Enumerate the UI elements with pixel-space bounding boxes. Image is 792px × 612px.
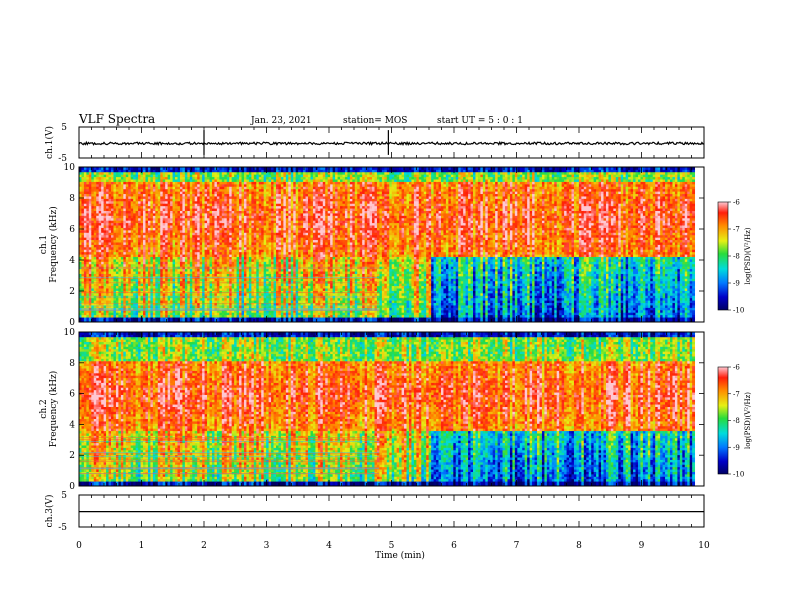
x-tick-label: 8	[576, 541, 582, 551]
ch1-waveform-panel: ch.1(V) 5 -5	[44, 123, 705, 164]
colorbar-tick-label: -6	[733, 199, 740, 207]
channel-label: ch.1(V)	[44, 126, 55, 159]
y-tick-label: 2	[69, 287, 75, 297]
y-tick-label: 2	[69, 451, 75, 461]
y-tick-label: 5	[61, 491, 67, 501]
y-tick-label: -5	[58, 154, 67, 164]
spectrogram-image	[79, 167, 696, 323]
colorbar-scale	[717, 366, 729, 475]
y-tick-label: 0	[69, 482, 75, 492]
colorbar-tick-label: -8	[733, 417, 740, 425]
ch3-waveform-panel: ch.3(V) 5 -5	[44, 491, 705, 533]
x-tick-label: 4	[326, 541, 332, 551]
colorbar-tick-label: -9	[733, 280, 740, 288]
colorbar-label: log(PSD)(V²/Hz)	[744, 392, 752, 449]
y-tick-label: 8	[69, 194, 75, 204]
x-tick-label: 3	[264, 541, 270, 551]
channel-label: ch.1	[39, 235, 49, 254]
station-label: station= MOS	[343, 116, 407, 126]
x-tick-label: 1	[139, 541, 145, 551]
frequency-axis-label: Frequency (kHz)	[48, 371, 59, 448]
colorbar-tick-label: -7	[733, 390, 740, 398]
colorbar-scale	[717, 201, 729, 311]
ch1-colorbar: -6 -7 -8 -9 -10 log(PSD)(V²/Hz)	[717, 199, 752, 315]
frequency-axis-label: Frequency (kHz)	[48, 206, 59, 283]
y-tick-label: 0	[69, 318, 75, 328]
colorbar-tick-label: -8	[733, 253, 740, 261]
channel-label: ch.3(V)	[44, 495, 55, 528]
ch2-colorbar: -6 -7 -8 -9 -10 log(PSD)(V²/Hz)	[717, 364, 752, 479]
date-label: Jan. 23, 2021	[250, 116, 312, 126]
x-tick-label: 9	[639, 541, 645, 551]
colorbar-tick-label: -10	[733, 471, 744, 479]
waveform-trace	[78, 140, 705, 146]
x-tick-label: 2	[201, 541, 207, 551]
start-time-label: start UT = 5 : 0 : 1	[437, 116, 523, 126]
x-tick-label: 5	[389, 541, 395, 551]
time-axis: 0 1 2 3 4 5 6 7 8 9 10	[76, 541, 710, 551]
y-tick-label: 6	[69, 390, 75, 400]
x-tick-label: 0	[76, 541, 82, 551]
ch1-spectrogram-panel: ch.1 Frequency (kHz) 0 2 4 6 8 10	[39, 163, 705, 328]
y-tick-label: 4	[69, 256, 75, 266]
figure-title: VLF Spectra	[78, 112, 155, 126]
x-tick-label: 10	[698, 541, 710, 551]
colorbar-tick-label: -7	[733, 226, 740, 234]
y-tick-label: 10	[64, 163, 76, 173]
spectrogram-image	[79, 332, 696, 487]
channel-label: ch.2	[39, 399, 49, 418]
y-tick-label: 4	[69, 420, 75, 430]
y-tick-label: 5	[61, 123, 67, 133]
y-tick-label: 6	[69, 225, 75, 235]
colorbar-tick-label: -6	[733, 364, 740, 372]
ch2-spectrogram-panel: ch.2 Frequency (kHz) 0 2 4 6 8 10	[39, 328, 705, 492]
colorbar-tick-label: -9	[733, 444, 740, 452]
colorbar-label: log(PSD)(V²/Hz)	[744, 227, 752, 284]
y-tick-label: 10	[64, 328, 76, 338]
x-tick-label: 7	[514, 541, 520, 551]
colorbar-tick-label: -10	[733, 307, 744, 315]
time-axis-label: Time (min)	[375, 550, 425, 561]
y-tick-label: 8	[69, 359, 75, 369]
y-tick-label: -5	[58, 523, 67, 533]
x-tick-label: 6	[451, 541, 457, 551]
